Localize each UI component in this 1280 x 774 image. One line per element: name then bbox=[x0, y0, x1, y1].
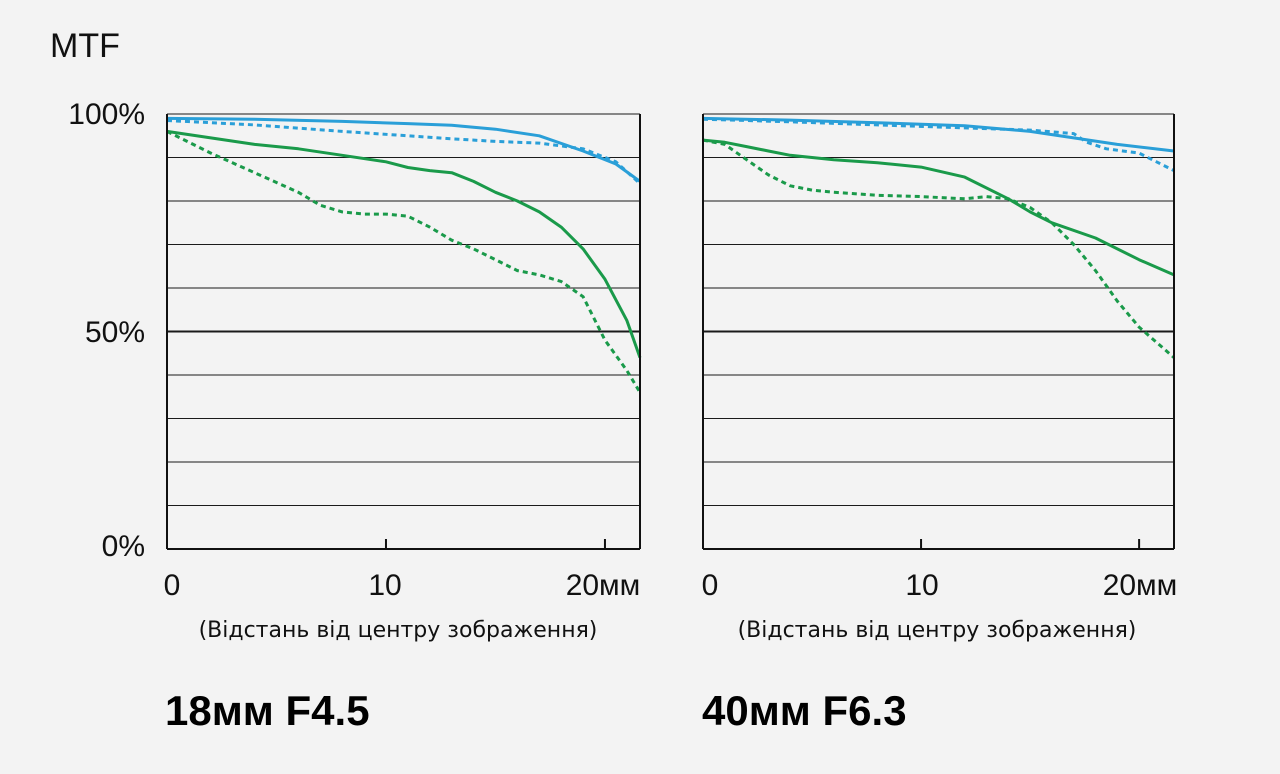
chart1-series-green-solid bbox=[166, 129, 642, 359]
chart1-series-green-dotted bbox=[166, 130, 642, 394]
text-layer: MTF 100% 50% 0% 0 10 20мм (Відстань від … bbox=[50, 27, 1177, 734]
chart2-series-blue-dotted bbox=[702, 117, 1175, 172]
chart1-x-tick-20: 20мм bbox=[566, 569, 641, 602]
axes-layer bbox=[166, 114, 1175, 550]
chart2-x-tick-0: 0 bbox=[702, 569, 719, 602]
chart1-series-blue-solid bbox=[166, 116, 641, 183]
chart2-x-tick-20: 20мм bbox=[1103, 569, 1178, 602]
chart1-x-axis-label: (Відстань від центру зображення) bbox=[199, 618, 598, 643]
series-layer bbox=[166, 116, 1175, 394]
chart2-series-green-solid bbox=[702, 138, 1175, 277]
chart1-x-tick-0: 0 bbox=[164, 569, 181, 602]
chart2-series-green-dotted bbox=[702, 138, 1175, 359]
chart2-caption: 40мм F6.3 bbox=[702, 687, 907, 734]
chart1-series-blue-dotted bbox=[166, 119, 642, 185]
chart2-x-tick-10: 10 bbox=[905, 569, 938, 602]
grid-layer bbox=[167, 113, 1174, 506]
chart2-series-blue-solid bbox=[702, 116, 1175, 153]
chart1-caption: 18мм F4.5 bbox=[165, 687, 370, 734]
chart1-x-tick-10: 10 bbox=[368, 569, 401, 602]
y-tick-label-50: 50% bbox=[85, 316, 145, 349]
y-tick-label-100: 100% bbox=[68, 98, 145, 131]
y-axis-label: MTF bbox=[50, 27, 120, 65]
y-tick-label-0: 0% bbox=[102, 530, 145, 563]
chart2-x-axis-label: (Відстань від центру зображення) bbox=[738, 618, 1137, 643]
